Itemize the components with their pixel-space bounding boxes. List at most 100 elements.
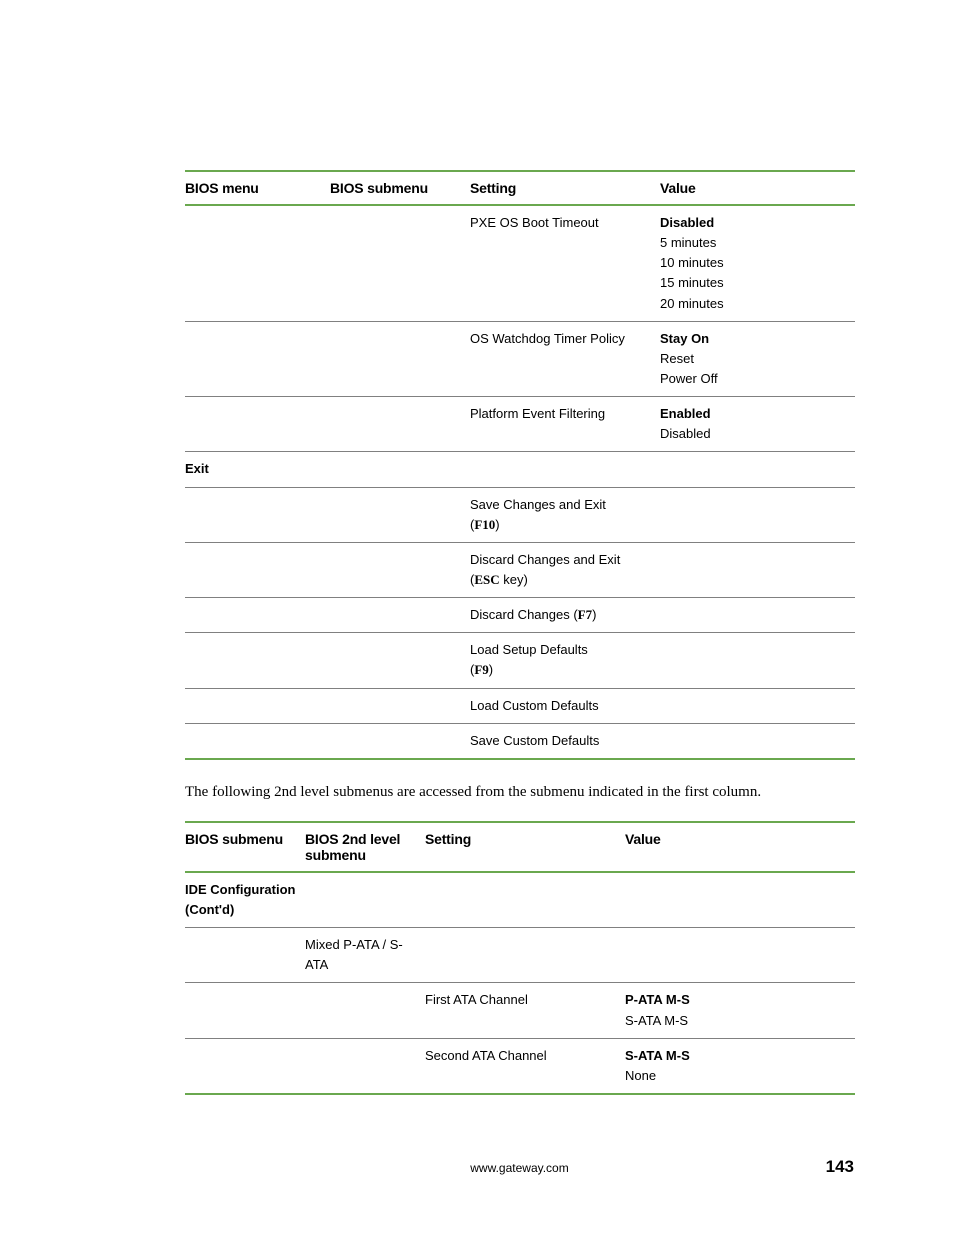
table-row: Exit <box>185 452 855 487</box>
value-line: Disabled <box>660 213 849 233</box>
setting-key: ESC <box>474 572 499 587</box>
table-row: Platform Event FilteringEnabledDisabled <box>185 397 855 452</box>
setting-cell: PXE OS Boot Timeout <box>470 205 660 321</box>
submenu-cell <box>185 983 305 1038</box>
setting-cell: Second ATA Channel <box>425 1038 625 1094</box>
submenu-cell <box>330 633 470 688</box>
value-line: 5 minutes <box>660 233 849 253</box>
submenu-cell <box>330 598 470 633</box>
footer-page-number: 143 <box>826 1157 854 1177</box>
second-level-cell <box>305 1038 425 1094</box>
setting-cell <box>425 928 625 983</box>
bios-table-2: BIOS submenu BIOS 2nd level submenu Sett… <box>185 821 855 1095</box>
setting-cell: Discard Changes and Exit (ESC key) <box>470 542 660 597</box>
table-row: First ATA ChannelP-ATA M-SS-ATA M-S <box>185 983 855 1038</box>
t2-header-value: Value <box>625 822 855 872</box>
value-cell <box>660 598 855 633</box>
value-cell: Disabled5 minutes10 minutes15 minutes20 … <box>660 205 855 321</box>
t1-header-submenu: BIOS submenu <box>330 171 470 205</box>
table-row: Load Custom Defaults <box>185 688 855 723</box>
value-cell <box>660 633 855 688</box>
menu-cell <box>185 487 330 542</box>
t2-header-setting: Setting <box>425 822 625 872</box>
table-row: PXE OS Boot TimeoutDisabled5 minutes10 m… <box>185 205 855 321</box>
setting-key: F9 <box>474 662 488 677</box>
table-row: Mixed P-ATA / S-ATA <box>185 928 855 983</box>
page: BIOS menu BIOS submenu Setting Value PXE… <box>0 0 954 1235</box>
value-line: Enabled <box>660 404 849 424</box>
menu-cell <box>185 723 330 759</box>
table-row: Load Setup Defaults (F9) <box>185 633 855 688</box>
value-cell <box>660 487 855 542</box>
setting-cell: First ATA Channel <box>425 983 625 1038</box>
submenu-cell <box>185 928 305 983</box>
setting-cell <box>470 452 660 487</box>
value-cell: P-ATA M-SS-ATA M-S <box>625 983 855 1038</box>
t2-header-submenu: BIOS submenu <box>185 822 305 872</box>
menu-cell <box>185 542 330 597</box>
setting-key: F10 <box>474 517 495 532</box>
value-line: Power Off <box>660 369 849 389</box>
setting-cell: OS Watchdog Timer Policy <box>470 321 660 396</box>
setting-cell <box>425 872 625 928</box>
table-row: Discard Changes (F7) <box>185 598 855 633</box>
menu-cell <box>185 397 330 452</box>
setting-cell: Load Custom Defaults <box>470 688 660 723</box>
table-row: IDE Configuration (Cont'd) <box>185 872 855 928</box>
submenu-cell: IDE Configuration (Cont'd) <box>185 872 305 928</box>
second-level-cell <box>305 872 425 928</box>
value-line: Reset <box>660 349 849 369</box>
menu-cell <box>185 321 330 396</box>
t2-header-2nd: BIOS 2nd level submenu <box>305 822 425 872</box>
submenu-cell <box>330 723 470 759</box>
submenu-cell <box>330 321 470 396</box>
value-cell <box>625 872 855 928</box>
table-row: Save Custom Defaults <box>185 723 855 759</box>
setting-cell: Platform Event Filtering <box>470 397 660 452</box>
menu-cell <box>185 688 330 723</box>
value-cell: S-ATA M-SNone <box>625 1038 855 1094</box>
value-cell: Stay OnResetPower Off <box>660 321 855 396</box>
menu-cell <box>185 633 330 688</box>
value-cell: EnabledDisabled <box>660 397 855 452</box>
menu-cell: Exit <box>185 452 330 487</box>
menu-cell <box>185 598 330 633</box>
table-row: Discard Changes and Exit (ESC key) <box>185 542 855 597</box>
table-row: OS Watchdog Timer PolicyStay OnResetPowe… <box>185 321 855 396</box>
submenu-cell <box>330 397 470 452</box>
value-line: 15 minutes <box>660 273 849 293</box>
table-row: Second ATA ChannelS-ATA M-SNone <box>185 1038 855 1094</box>
submenu-cell <box>330 205 470 321</box>
submenu-cell <box>330 452 470 487</box>
submenu-cell <box>330 688 470 723</box>
value-cell <box>660 452 855 487</box>
t1-header-value: Value <box>660 171 855 205</box>
bios-table-1: BIOS menu BIOS submenu Setting Value PXE… <box>185 170 855 760</box>
second-level-cell: Mixed P-ATA / S-ATA <box>305 928 425 983</box>
page-footer: www.gateway.com 143 <box>185 1161 854 1175</box>
submenu-cell <box>330 542 470 597</box>
value-cell <box>660 542 855 597</box>
value-line: S-ATA M-S <box>625 1046 849 1066</box>
submenu-cell <box>330 487 470 542</box>
footer-url: www.gateway.com <box>185 1161 854 1175</box>
setting-cell: Save Custom Defaults <box>470 723 660 759</box>
second-level-cell <box>305 983 425 1038</box>
setting-cell: Load Setup Defaults (F9) <box>470 633 660 688</box>
submenu-cell <box>185 1038 305 1094</box>
setting-key: F7 <box>578 607 592 622</box>
value-cell <box>660 688 855 723</box>
value-line: None <box>625 1066 849 1086</box>
table-row: Save Changes and Exit (F10) <box>185 487 855 542</box>
value-line: 10 minutes <box>660 253 849 273</box>
setting-cell: Discard Changes (F7) <box>470 598 660 633</box>
value-cell <box>625 928 855 983</box>
intro-paragraph: The following 2nd level submenus are acc… <box>185 782 854 803</box>
value-line: Disabled <box>660 424 849 444</box>
value-cell <box>660 723 855 759</box>
value-line: Stay On <box>660 329 849 349</box>
value-line: 20 minutes <box>660 294 849 314</box>
t1-header-menu: BIOS menu <box>185 171 330 205</box>
t1-header-setting: Setting <box>470 171 660 205</box>
menu-cell <box>185 205 330 321</box>
